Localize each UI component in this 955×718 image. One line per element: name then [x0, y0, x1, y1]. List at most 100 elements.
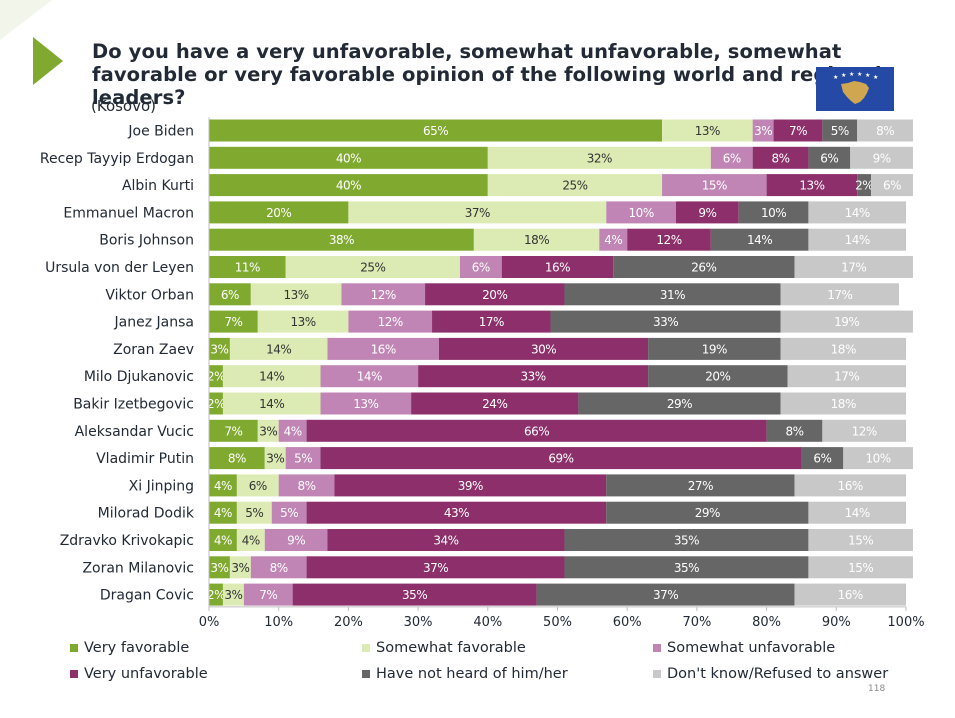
- data-label: 25%: [360, 261, 385, 275]
- bar-segment: [250, 556, 307, 579]
- data-label: 7%: [224, 315, 242, 329]
- bar-segment: [209, 310, 258, 333]
- category-label: Zoran Milanovic: [82, 560, 194, 576]
- data-label: 8%: [270, 561, 288, 575]
- x-tick-label: 70%: [682, 615, 711, 630]
- bar-segment: [341, 283, 426, 306]
- bar-segment: [710, 228, 809, 251]
- bar-segment: [794, 583, 906, 606]
- bar-segment: [327, 337, 440, 360]
- data-label: 12%: [656, 233, 681, 247]
- data-label: 29%: [667, 397, 692, 411]
- data-label: 5%: [245, 506, 263, 520]
- data-label: 37%: [653, 588, 678, 602]
- bar-segment: [606, 501, 809, 524]
- bar-segment: [473, 228, 600, 251]
- bar-segment: [710, 146, 753, 169]
- bar-segment: [780, 392, 906, 415]
- svg-text:★: ★: [857, 71, 862, 78]
- data-label: 8%: [298, 479, 316, 493]
- bar-segment: [257, 310, 349, 333]
- data-label: 17%: [841, 261, 866, 275]
- bar-segment: [320, 365, 419, 388]
- bar-segment: [209, 337, 230, 360]
- category-label: Xi Jinping: [129, 478, 194, 494]
- bar-segment: [418, 365, 649, 388]
- data-label: 3%: [210, 561, 228, 575]
- data-label: 37%: [423, 561, 448, 575]
- bar-segment: [209, 583, 223, 606]
- data-label: 14%: [747, 233, 772, 247]
- bar-segment: [675, 201, 739, 224]
- bar-segment: [808, 529, 913, 551]
- bar-segment: [857, 119, 913, 142]
- bar-segment: [459, 256, 502, 278]
- category-label: Emmanuel Macron: [63, 205, 194, 221]
- data-label: 13%: [284, 288, 309, 302]
- bar-segment: [209, 228, 474, 251]
- data-label: 17%: [479, 315, 504, 329]
- bar-segment: [773, 119, 823, 142]
- page-number: 118: [868, 684, 886, 694]
- bar-segment: [439, 337, 649, 360]
- data-label: 3%: [266, 452, 284, 466]
- data-label: 13%: [291, 315, 316, 329]
- title-marker-triangle: [33, 37, 63, 85]
- data-label: 20%: [482, 288, 507, 302]
- data-label: 14%: [845, 206, 870, 220]
- bar-segment: [822, 419, 906, 442]
- bar-segment: [306, 556, 565, 579]
- category-label: Boris Johnson: [99, 233, 194, 249]
- bar-segment: [808, 228, 906, 251]
- data-label: 16%: [838, 479, 863, 493]
- bar-segment: [229, 337, 328, 360]
- bar-segment: [780, 310, 913, 333]
- kosovo-flag-icon: ★ ★ ★ ★ ★ ★: [816, 67, 894, 111]
- bar-segment: [808, 146, 851, 169]
- bar-segment: [209, 146, 488, 169]
- x-tick-label: 60%: [613, 615, 642, 630]
- svg-text:★: ★: [849, 71, 854, 78]
- data-label: 6%: [723, 151, 741, 165]
- data-label: 5%: [831, 124, 849, 138]
- data-label: 14%: [845, 506, 870, 520]
- bar-segment: [801, 447, 844, 470]
- category-label: Ursula von der Leyen: [45, 260, 194, 276]
- category-label: Albin Kurti: [122, 178, 194, 194]
- data-label: 17%: [834, 370, 859, 384]
- data-label: 13%: [799, 179, 824, 193]
- bar-segment: [857, 174, 872, 197]
- x-tick-label: 10%: [264, 615, 293, 630]
- bar-segment: [871, 174, 913, 197]
- data-label: 10%: [629, 206, 654, 220]
- bar-segment: [209, 501, 237, 524]
- category-label: Joe Biden: [127, 124, 194, 140]
- data-label: 7%: [789, 124, 807, 138]
- x-tick-label: 100%: [887, 615, 924, 630]
- data-label: 6%: [221, 288, 239, 302]
- data-label: 10%: [761, 206, 786, 220]
- bar-segment: [257, 419, 279, 442]
- category-label: Recep Tayyip Erdogan: [40, 151, 194, 167]
- data-label: 37%: [465, 206, 490, 220]
- bar-segment: [648, 365, 788, 388]
- data-label: 6%: [472, 261, 490, 275]
- x-tick-label: 20%: [334, 615, 363, 630]
- data-label: 15%: [702, 179, 727, 193]
- data-label: 4%: [214, 534, 232, 548]
- data-label: 14%: [357, 370, 382, 384]
- bar-segment: [236, 529, 265, 551]
- bar-segment: [209, 419, 258, 442]
- x-tick-label: 90%: [822, 615, 851, 630]
- data-label: 9%: [698, 206, 716, 220]
- data-label: 14%: [259, 397, 284, 411]
- data-label: 2%: [207, 397, 225, 411]
- bar-segment: [752, 119, 774, 142]
- bar-segment: [794, 256, 913, 278]
- data-label: 38%: [329, 233, 354, 247]
- bar-segment: [850, 146, 913, 169]
- bar-segment: [613, 256, 795, 278]
- bar-segment: [766, 419, 823, 442]
- bar-segment: [662, 119, 753, 142]
- data-label: 4%: [284, 424, 302, 438]
